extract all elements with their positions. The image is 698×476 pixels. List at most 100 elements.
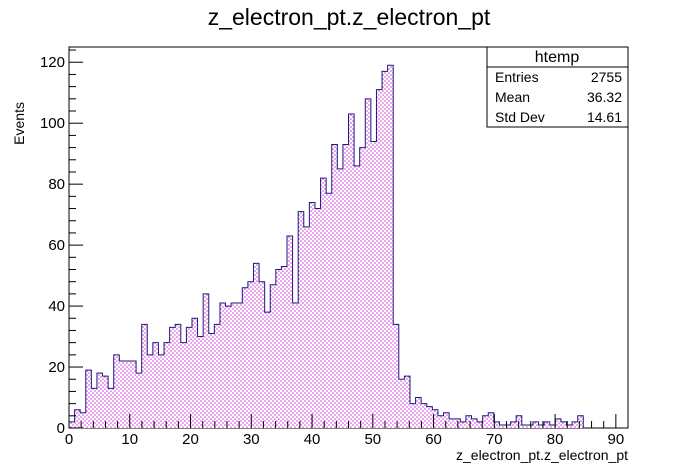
histogram-bin [505, 424, 511, 428]
histogram-bin [421, 403, 427, 428]
x-tick-label: 80 [547, 431, 564, 448]
y-tick-label: 0 [57, 420, 65, 437]
y-tick-label: 40 [48, 298, 65, 315]
histogram-bin [264, 312, 271, 428]
histogram-bin [147, 354, 153, 428]
histogram-bin [242, 287, 248, 428]
histogram-bin [560, 421, 567, 428]
histogram-bin [231, 303, 237, 428]
histogram-bin [437, 415, 444, 428]
histogram-bin [443, 412, 450, 428]
histogram-bin [136, 373, 142, 428]
histogram-bin [141, 324, 148, 428]
histogram-bars [69, 65, 584, 429]
stats-value-stddev: 14.61 [587, 109, 622, 125]
x-axis: 0 10 20 30 40 50 60 70 80 90 [65, 414, 624, 448]
histogram-bin [320, 178, 327, 428]
histogram-bin [169, 327, 176, 428]
histogram-bin [91, 388, 97, 428]
histogram-bin [577, 415, 584, 428]
x-axis-label: z_electron_pt.z_electron_pt [456, 447, 628, 463]
histogram-bin [477, 421, 483, 428]
y-tick-label: 60 [48, 237, 65, 254]
histogram-bin [348, 114, 355, 428]
histogram-bin [108, 388, 114, 428]
y-tick-label: 20 [48, 359, 65, 376]
histogram-bin [164, 342, 170, 428]
histogram-bin [102, 376, 109, 428]
x-tick-label: 10 [121, 431, 138, 448]
histogram-bin [493, 421, 500, 428]
histogram-bin [130, 360, 137, 428]
histogram-bin [287, 235, 293, 428]
histogram-bin [460, 421, 466, 428]
histogram-bin [359, 147, 366, 429]
stats-title: htemp [535, 49, 580, 66]
histogram-bin [521, 424, 528, 428]
histogram-bin [409, 403, 416, 428]
y-axis: 0 20 40 60 80 100 120 [40, 49, 83, 437]
histogram-bin [80, 412, 86, 428]
histogram-bin [482, 415, 489, 428]
histogram-bin [449, 418, 455, 428]
histogram-bin [572, 421, 578, 428]
histogram-bin [124, 360, 131, 428]
stats-label-stddev: Std Dev [495, 109, 545, 125]
histogram-bin [85, 370, 92, 428]
histogram-bin [314, 208, 321, 428]
y-tick-label: 80 [48, 176, 65, 193]
histogram-bin [152, 342, 159, 428]
histogram-bin [337, 168, 343, 429]
histogram-bin [208, 333, 215, 428]
histogram-bin [376, 89, 383, 428]
histogram-bin [387, 65, 394, 429]
histogram-bin [331, 144, 338, 428]
stats-value-entries: 2755 [591, 69, 622, 85]
histogram-bin [354, 165, 360, 428]
histogram-bin [326, 193, 332, 428]
histogram-bin [532, 421, 539, 428]
x-tick-label: 50 [364, 431, 381, 448]
histogram-bin [175, 324, 181, 428]
histogram-bin [303, 226, 310, 428]
y-axis-label: Events [11, 102, 27, 145]
histogram-bin [253, 263, 260, 428]
chart-title: z_electron_pt.z_electron_pt [208, 4, 491, 30]
x-tick-label: 0 [65, 431, 73, 448]
histogram-bin [527, 424, 533, 428]
histogram-bin [225, 306, 232, 428]
x-tick-label: 90 [608, 431, 625, 448]
histogram-bin [96, 373, 103, 428]
histogram-bin [370, 141, 377, 428]
histogram-bin [158, 354, 165, 428]
histogram-bin [247, 281, 254, 428]
histogram-bin [74, 409, 81, 428]
x-tick-label: 30 [243, 431, 260, 448]
histogram-bin [113, 354, 120, 428]
histogram-bin [398, 379, 405, 428]
histogram-bin [275, 269, 282, 428]
stats-value-mean: 36.32 [587, 89, 622, 105]
y-tick-label: 120 [40, 54, 65, 71]
histogram-bin [488, 412, 494, 428]
histogram-bin [365, 98, 371, 428]
y-tick-label: 100 [40, 115, 65, 132]
histogram-bin [219, 303, 226, 428]
histogram-bin [180, 342, 187, 428]
histogram-bin [309, 202, 315, 428]
x-tick-label: 70 [486, 431, 503, 448]
histogram-bin [566, 424, 573, 428]
histogram-bin [236, 303, 243, 428]
histogram-bin [549, 424, 556, 428]
histogram-bin [214, 324, 220, 428]
x-tick-label: 40 [304, 431, 321, 448]
histogram-bin [203, 293, 209, 428]
histogram-bin [342, 144, 349, 428]
histogram-bin [404, 376, 410, 428]
stats-label-entries: Entries [495, 69, 539, 85]
histogram-bin [465, 415, 472, 428]
histogram-bin [415, 397, 422, 428]
histogram-bin [510, 421, 517, 428]
x-tick-label: 60 [425, 431, 442, 448]
